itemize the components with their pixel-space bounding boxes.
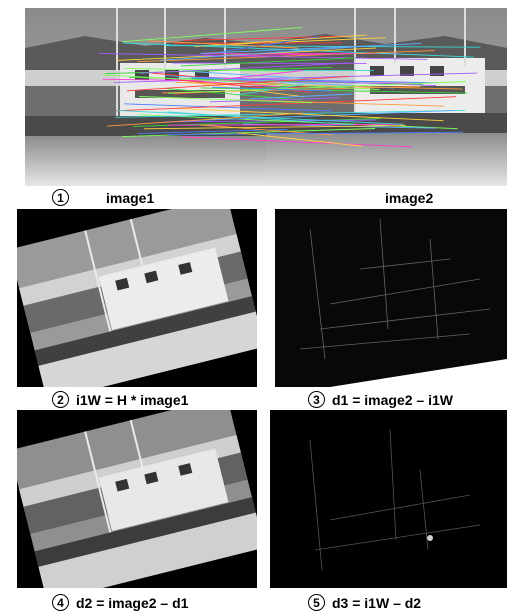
feature-match-line [138,114,458,130]
feature-match-line [147,40,299,49]
feature-match-line [179,79,311,93]
d2-photo [17,410,257,588]
feature-match-line [107,112,303,127]
panel3-caption: 3 d1 = image2 – i1W [308,391,453,408]
feature-match-line [248,93,353,100]
feature-match-line [200,43,422,54]
feature-match-line [212,86,333,92]
feature-match-line [175,81,463,90]
feature-match-line [168,131,464,136]
feature-match-line [223,70,304,80]
panel2-number-badge: 2 [52,391,69,408]
feature-match-line [183,35,351,41]
feature-match-line [227,52,355,57]
feature-match-line [115,96,457,112]
feature-match-line [139,62,351,74]
panel3-number-badge: 3 [308,391,325,408]
feature-match-line [98,52,428,60]
panel4-caption-text: d2 = image2 – d1 [76,594,189,611]
feature-match-line [182,136,414,148]
feature-match-line [182,70,317,80]
panel1-number-badge: 1 [52,189,69,206]
d3-bright-spot [427,535,433,541]
panel2-caption-text: i1W = H * image1 [76,391,189,408]
feature-match-line [165,88,302,101]
panel4-number-badge: 4 [52,594,69,611]
feature-match-line [188,81,304,98]
feature-match-line [242,99,445,107]
panel5-caption: 5 d3 = i1W – d2 [308,594,421,611]
feature-match-line [143,125,406,130]
feature-match-line [165,45,481,48]
panel2-caption: 2 i1W = H * image1 [52,391,188,408]
panel5-caption-text: d3 = i1W – d2 [332,594,422,611]
panel3-caption-text: d1 = image2 – i1W [332,391,453,408]
d1-dark-region [275,209,507,387]
image1-label: image1 [106,189,155,206]
feature-match-line [122,128,376,138]
image2-label: image2 [385,190,434,206]
feature-matching-image [25,8,507,186]
feature-match-line [209,97,340,103]
warped-image1-panel [17,209,257,387]
difference-d1-panel [270,209,507,387]
feature-match-line [159,45,365,61]
d2-panel [17,410,257,588]
feature-match-line [180,57,356,67]
feature-match-line [200,87,468,94]
image2-caption: image2 [385,190,433,206]
feature-match-line [124,103,333,112]
feature-match-line [167,81,467,94]
feature-match-line [137,50,435,63]
feature-matching-svg [25,8,507,186]
feature-match-line [236,132,363,147]
feature-match-line [174,107,444,122]
panel1-caption: 1 image1 [52,189,154,206]
feature-match-line [116,109,404,125]
feature-match-line [180,109,455,122]
warped-image1-photo [17,209,257,387]
panel5-number-badge: 5 [308,594,325,611]
feature-match-line [238,84,304,96]
panel4-caption: 4 d2 = image2 – d1 [52,594,188,611]
feature-match-line [121,26,303,43]
feature-match-lines [98,26,481,148]
feature-match-line [139,96,313,104]
d3-panel [270,410,507,588]
feature-match-line [126,75,350,92]
